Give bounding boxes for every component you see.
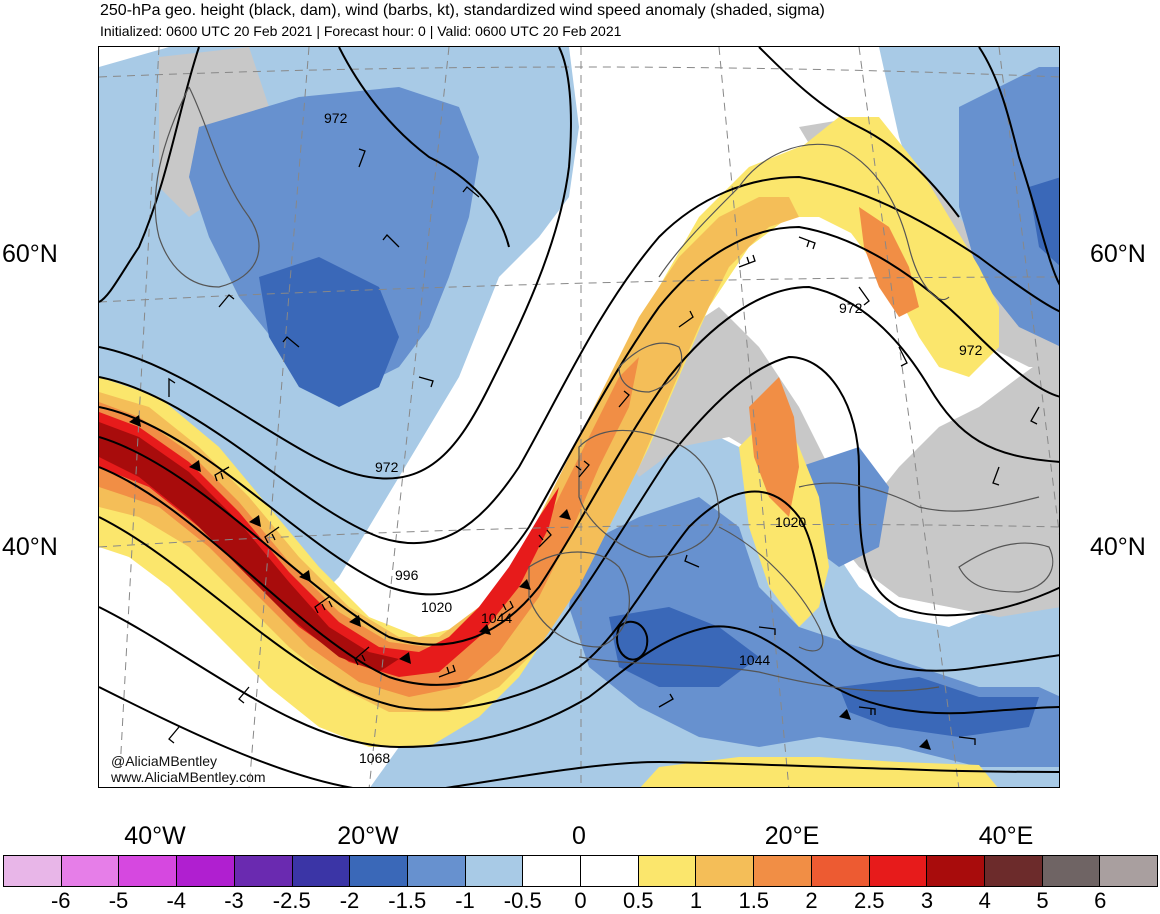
colorbar-tick-label: -1.5 [388,888,427,913]
colorbar-swatch [407,856,466,886]
colorbar-swatch [638,856,697,886]
anomaly-orange-balkan [749,377,799,517]
colorbar-swatch [177,856,235,886]
anomaly-strong-blue-med [609,607,759,687]
contour-label: 1044 [739,652,770,668]
chart-title: 250-hPa geo. height (black, dam), wind (… [100,2,825,19]
contour-label: 1020 [421,599,452,615]
credit-handle: @AliciaMBentley [111,753,218,769]
barb-flags [129,415,931,750]
lat-label-40n-left: 40°N [2,533,58,561]
colorbar-tick-label: 3 [920,888,934,913]
colorbar-tick-label: -0.5 [503,888,542,913]
colorbar-swatch [119,856,178,886]
chart-subtitle: Initialized: 0600 UTC 20 Feb 2021 | Fore… [100,23,622,39]
lon-label-20w: 20°W [337,822,399,850]
colorbar-swatch [696,856,755,886]
lon-label-20e: 20°E [764,822,820,850]
colorbar-tick-label: -1 [455,888,475,913]
lat-label-40n-right: 40°N [1090,533,1146,561]
colorbar-swatch [869,856,928,886]
contour-label-group: 972 972 996 972 972 996 1020 1044 1044 1… [324,110,983,766]
wind-barbs [168,148,1040,745]
colorbar-tick-label: 0.5 [622,888,654,913]
lon-label-0: 0 [572,822,586,850]
contour-label: 972 [839,300,863,316]
colorbar-tick-label: 2.5 [853,888,885,913]
height-contours [99,47,1059,787]
lon-label-40w: 40°W [124,822,186,850]
anomaly-strong-blue-east [1029,177,1059,266]
contour-label: 1044 [481,610,512,626]
colorbar-swatch [4,856,62,886]
colorbar-tick-label: 4 [978,888,991,913]
colorbar-tick-label: 2 [805,888,818,913]
anomaly-strong-blue-south [839,677,1039,737]
contour-label: 996 [395,567,419,583]
colorbar-tick-label: 6 [1094,888,1107,913]
anomaly-strong-blue-atlantic [259,257,399,407]
colorbar-swatch [811,856,870,886]
colorbar-swatch [1042,856,1101,886]
colorbar-tick-label: -3 [224,888,244,913]
contour-label: 972 [375,459,399,475]
colorbar-swatch [754,856,812,886]
anomaly-mid-blue-east [959,67,1059,347]
colorbar-tick-label: -6 [50,888,71,913]
contour-label: 972 [324,110,348,126]
coastlines [154,86,1054,692]
anomaly-mid-blue-atlantic [189,87,479,387]
colorbar-tick-label: 0 [574,888,587,913]
colorbar-swatch [523,856,582,886]
colorbar-tick-label: -2.5 [272,888,311,913]
colorbar-swatch [61,856,120,886]
contour-label: 1020 [775,514,806,530]
colorbar-swatch [984,856,1043,886]
colorbar-tick-label: 1 [689,888,703,913]
colorbar-swatch [292,856,351,886]
colorbar-tick-label: 1.5 [738,888,770,913]
colorbar-swatch [234,856,293,886]
colorbar-swatch [465,856,524,886]
colorbar-swatch [350,856,408,886]
colorbar-swatch [1100,856,1158,886]
lon-label-40e: 40°E [978,822,1034,850]
anomaly-red-jet [99,412,559,677]
lat-label-60n-left: 60°N [2,240,58,268]
anomaly-darkred-jet [99,422,399,672]
map-canvas: 972 972 996 972 972 996 1020 1044 1044 1… [99,47,1059,787]
colorbar [3,855,1158,887]
colorbar-tick-label: -5 [108,888,129,913]
weather-map: 972 972 996 972 972 996 1020 1044 1044 1… [98,46,1060,788]
anomaly-gray-europe [619,307,1059,617]
lat-label-60n-right: 60°N [1090,240,1146,268]
contour-label: 972 [959,342,983,358]
contour-label: 1068 [359,750,390,766]
colorbar-swatch [581,856,639,886]
colorbar-swatch [927,856,985,886]
colorbar-tick-label: -4 [166,888,187,913]
anomaly-orange-jet-core [99,357,639,697]
credit-website: www.AliciaMBentley.com [111,769,266,785]
colorbar-tick-label: 5 [1036,888,1049,913]
colorbar-tick-label: -2 [339,888,360,913]
